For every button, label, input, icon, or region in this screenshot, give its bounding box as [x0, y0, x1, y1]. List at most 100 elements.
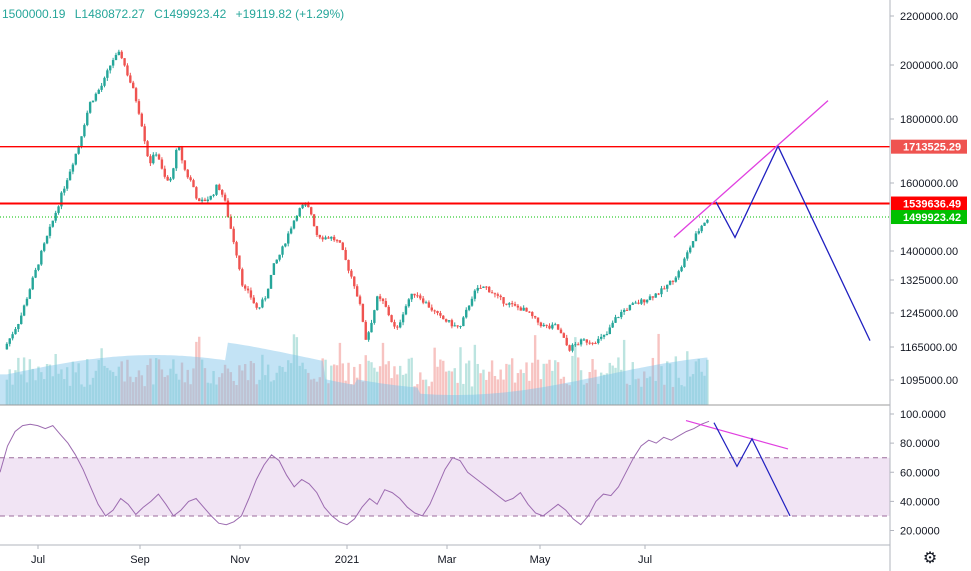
- candle-body: [628, 304, 632, 310]
- price-tick-label: 2000000.00: [900, 60, 958, 72]
- volume-bar: [496, 379, 500, 405]
- rsi-drawings[interactable]: [685, 419, 791, 517]
- volume-bar: [88, 384, 92, 405]
- candle-body: [152, 154, 155, 164]
- rsi-trendline: [685, 419, 789, 450]
- drawings[interactable]: [673, 100, 871, 341]
- volume-bar: [350, 384, 353, 405]
- volume-bar: [430, 381, 433, 405]
- volume-bar: [599, 372, 603, 405]
- candle-body: [657, 293, 660, 295]
- time-tick-label: Sep: [130, 554, 150, 566]
- candle-body: [542, 324, 545, 327]
- candle-body: [140, 113, 144, 127]
- price-tag-box: [891, 210, 967, 225]
- volume-bar: [209, 383, 212, 405]
- volume-bar: [611, 365, 614, 405]
- volume-bar: [284, 371, 287, 405]
- horizontal-lines[interactable]: [0, 146, 890, 218]
- price-axis[interactable]: 2200000.00 2000000.00 1800000.00 1600000.00…: [890, 11, 958, 387]
- volume-bar: [166, 375, 169, 405]
- time-axis[interactable]: Jul Sep Nov 2021 Mar May Jul: [31, 545, 652, 566]
- svg-text:1500000.19 L1480872.27: 1500000.19 L1480872.27 C1499923.42 +1911…: [2, 7, 344, 21]
- candle-body: [198, 198, 201, 202]
- volume-bar: [172, 359, 175, 405]
- candle-body: [94, 93, 98, 101]
- candle-body: [556, 324, 560, 330]
- candle-body: [663, 288, 666, 290]
- candle-body: [235, 242, 238, 256]
- candle-body: [157, 154, 161, 160]
- volume-bar: [467, 360, 471, 405]
- volume-bar: [663, 384, 666, 405]
- gear-icon[interactable]: ⚙: [922, 550, 938, 567]
- volume-bar: [447, 370, 451, 405]
- candle-body: [347, 259, 350, 271]
- candle-body: [462, 317, 465, 327]
- candle-body: [599, 336, 603, 339]
- candle-body: [533, 316, 537, 318]
- candle-body: [14, 329, 17, 335]
- price-tick-label: 1325000.00: [900, 275, 958, 287]
- candle-body: [88, 102, 92, 113]
- candle-body: [37, 264, 40, 270]
- candle-body: [86, 112, 89, 126]
- candle-body: [120, 51, 123, 59]
- candle-body: [608, 327, 611, 335]
- volume-bar: [674, 356, 678, 405]
- volume-bar: [424, 379, 428, 405]
- volume-bar: [516, 373, 520, 405]
- candle-body: [220, 190, 224, 195]
- volume-bar: [640, 386, 643, 405]
- candle-body: [284, 243, 287, 247]
- volume-bar: [235, 384, 238, 405]
- candle-body: [172, 168, 175, 179]
- volume-bar: [358, 364, 362, 405]
- volume-bar: [548, 359, 551, 405]
- volume-bar: [525, 362, 528, 405]
- candle-body: [367, 332, 370, 340]
- time-tick-label: May: [530, 554, 551, 566]
- volume-ma-area: [0, 342, 708, 405]
- volume-bar: [129, 376, 132, 405]
- candle-body: [554, 324, 557, 326]
- rsi-pane[interactable]: [0, 419, 890, 526]
- volume-bar: [688, 376, 692, 405]
- candle-body: [232, 228, 235, 243]
- volume-bar: [183, 382, 187, 405]
- candle-body: [28, 289, 32, 299]
- volume-bar: [177, 379, 181, 405]
- candle-body: [166, 176, 169, 181]
- volume-bar: [83, 386, 86, 405]
- volume-bar: [335, 365, 339, 405]
- volume-bar: [367, 360, 370, 405]
- volume-bar: [522, 373, 525, 405]
- candle-body: [200, 199, 204, 202]
- volume-bar: [45, 364, 49, 405]
- rsi-tick-label: 20.0000: [900, 526, 940, 538]
- candle-body: [149, 156, 152, 164]
- volume-bar: [634, 379, 637, 405]
- volume-bar: [510, 358, 514, 405]
- candle-body: [80, 136, 83, 147]
- candle-body: [577, 344, 580, 346]
- volume-bar: [40, 372, 43, 405]
- candle-body: [275, 259, 278, 264]
- candle-body: [278, 254, 281, 260]
- price-tag-box: [891, 196, 967, 211]
- price-pane[interactable]: [0, 49, 890, 405]
- candle-body: [470, 298, 474, 306]
- volume-bar: [499, 369, 502, 405]
- volume-bar: [301, 362, 304, 405]
- candle-body: [591, 342, 594, 344]
- candle-body: [668, 280, 672, 285]
- candle-body: [330, 236, 333, 239]
- candle-body: [666, 284, 669, 289]
- candle-body: [68, 171, 72, 181]
- volume-bar: [86, 359, 89, 405]
- volume-bar: [223, 364, 227, 405]
- volume-bar: [508, 364, 511, 405]
- volume-bar: [419, 372, 422, 405]
- rsi-axis[interactable]: 100.0000 80.0000 60.0000 40.0000 20.0000: [890, 409, 946, 538]
